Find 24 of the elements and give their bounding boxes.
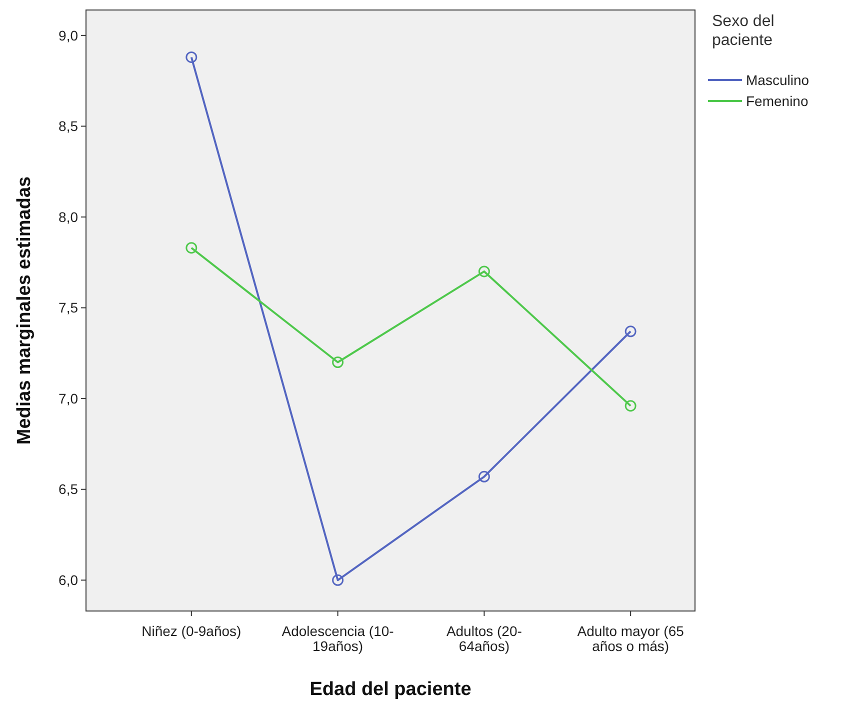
y-tick-label: 7,0 bbox=[58, 390, 78, 406]
y-tick-label: 8,0 bbox=[58, 208, 78, 225]
x-tick-label: Adultos (20-64años) bbox=[446, 623, 522, 654]
x-tick-label: Adolescencia (10-19años) bbox=[282, 623, 394, 654]
y-tick-label: 9,0 bbox=[58, 27, 78, 44]
legend-title: Sexo del paciente bbox=[712, 13, 774, 49]
point bbox=[624, 400, 636, 412]
point bbox=[186, 242, 198, 254]
x-tick-label: Niñez (0-9años) bbox=[142, 623, 242, 639]
point bbox=[478, 470, 490, 482]
point bbox=[624, 326, 636, 338]
y-tick-label: 7,5 bbox=[58, 300, 78, 316]
y-tick-label: 6,5 bbox=[58, 481, 78, 498]
y-tick-label: 6,0 bbox=[58, 572, 78, 588]
legend-label: Femenino bbox=[746, 92, 808, 109]
point bbox=[332, 574, 344, 586]
y-axis-title: Medias marginales estimadas bbox=[14, 176, 35, 445]
point bbox=[332, 356, 344, 368]
x-axis-title: Edad del paciente bbox=[310, 679, 472, 700]
y-tick-label: 8,5 bbox=[58, 118, 78, 134]
point bbox=[478, 266, 490, 278]
legend-label: Masculino bbox=[746, 72, 810, 88]
x-tick-label: Adulto mayor (65 años o más) bbox=[577, 623, 684, 654]
point bbox=[186, 51, 198, 63]
